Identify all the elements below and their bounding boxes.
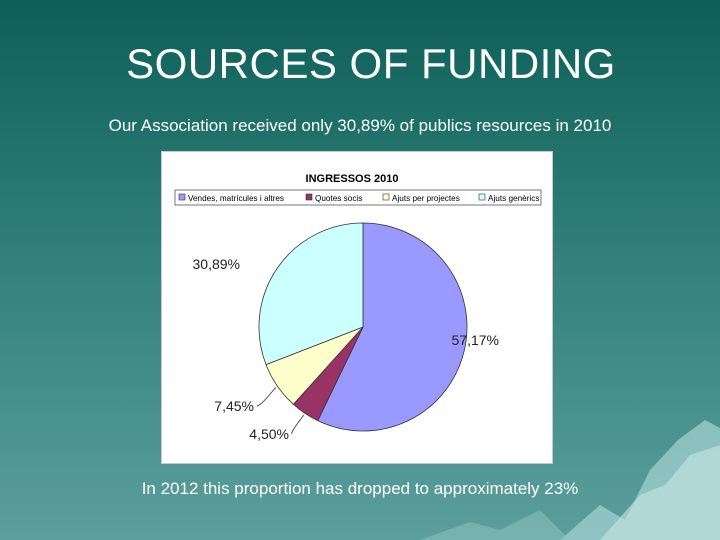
legend-swatch-quotes-socis [305, 193, 313, 201]
data-labels: 57,17% 4,50% 7,45% 30,89% [193, 256, 499, 442]
data-label-ajuts-per-projectes: 7,45% [214, 398, 254, 414]
legend: Vendes, matrícules i altres Quotes socis A… [178, 193, 539, 203]
pie-slice-ajuts-generics [258, 222, 364, 366]
leader-line-quotes-socis [291, 414, 305, 435]
data-label-vendes-matricules-i-altres: 57,17% [452, 332, 499, 348]
legend-swatch-ajuts-per-projectes [382, 193, 390, 201]
leader-lines [256, 386, 305, 435]
legend-swatch-vendes-matricules-i-altres [178, 193, 186, 201]
pie-chart-panel: INGRESSOS 2010 Vendes, matrícules i altr… [161, 151, 553, 464]
legend-label-vendes-matricules-i-altres: Vendes, matrícules i altres [188, 194, 284, 203]
pie-slice-vendes-matricules-i-altres [317, 222, 468, 432]
data-label-quotes-socis: 4,50% [249, 426, 289, 442]
legend-label-ajuts-generics: Ajuts genèrics [488, 194, 539, 203]
legend-label-ajuts-per-projectes: Ajuts per projectes [392, 194, 460, 203]
pie-slices [258, 222, 468, 432]
slide-title: SOURCES OF FUNDING [126, 40, 616, 87]
slide-footnote: In 2012 this proportion has dropped to a… [141, 479, 579, 498]
chart-title: INGRESSOS 2010 [306, 173, 399, 185]
pie-chart: INGRESSOS 2010 Vendes, matrícules i altr… [174, 173, 542, 442]
legend-label-quotes-socis: Quotes socis [315, 194, 362, 203]
legend-box [174, 189, 542, 206]
leader-line-ajuts-per-projectes [256, 386, 277, 407]
legend-swatch-ajuts-generics [478, 193, 486, 201]
data-label-ajuts-generics: 30,89% [193, 256, 240, 272]
slide-subtitle: Our Association received only 30,89% of … [108, 116, 612, 135]
